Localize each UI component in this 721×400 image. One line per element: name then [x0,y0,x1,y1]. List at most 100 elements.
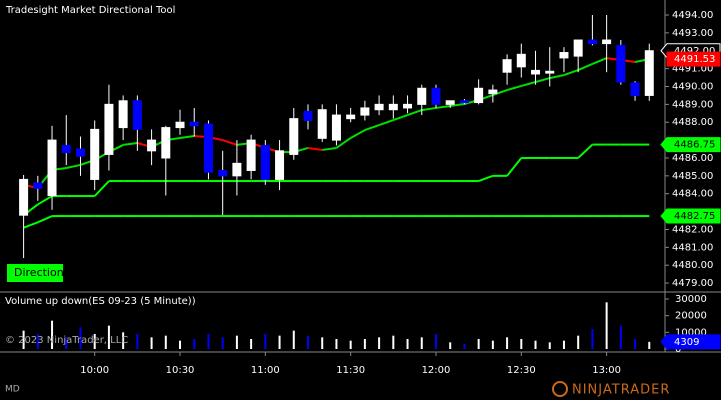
candle-body [346,114,356,120]
candle-body [33,182,43,189]
candle-body [587,39,597,45]
y-tick-label: 4479.00 [672,278,713,289]
indicator-line [549,74,565,80]
candle-body [531,69,541,75]
y-tick-label: 4490.00 [672,81,713,92]
indicator-line [592,57,608,65]
indicator-line [93,180,110,197]
indicator-line [478,174,494,182]
indicator-line [23,221,39,229]
candle-body [573,39,583,57]
indicator-line [563,69,579,76]
y-tick-label: 4494.00 [672,10,713,21]
y-tick-label: 4491.00 [672,64,713,75]
value-box [660,334,721,350]
candle-body [218,169,228,177]
candle-body [644,50,654,96]
x-tick-label: 13:00 [592,365,621,376]
volume-tick-label: 30000 [675,294,707,305]
indicator-line [66,163,81,169]
candle-body [630,82,640,96]
indicator-line [378,119,394,127]
candle-body [403,103,413,109]
x-tick-label: 12:30 [507,365,536,376]
indicator-line [322,146,337,151]
x-tick-label: 11:30 [336,365,365,376]
candle-body [445,100,455,105]
logo: NINJATRADER [572,383,670,398]
candle-body [616,44,626,83]
value-box [660,208,721,224]
indicator-line [222,139,238,146]
indicator-line [392,114,408,122]
candle-body [602,39,612,45]
y-tick-label: 4485.00 [672,171,713,182]
footer: MD [5,385,20,395]
candle-body [275,150,285,180]
value-box [660,137,721,153]
candle-body [232,162,242,177]
indicator-line [435,104,451,109]
candle-body [260,144,270,180]
indicator-line [123,141,138,146]
x-tick-label: 10:30 [166,365,195,376]
candle-body [61,144,71,154]
value-box-label: 4491.53 [674,54,715,65]
indicator-line [335,137,352,149]
indicator-line [577,143,594,159]
copyright: © 2023 NinjaTrader, LLC [5,335,128,346]
indicator-line [521,81,536,87]
indicator-line [407,109,423,117]
candle-body [516,53,526,68]
candle-body [331,114,341,141]
candle-body [488,89,498,95]
y-tick-label: 4480.00 [672,260,713,271]
indicator-line [37,215,53,224]
candle-body [559,52,569,59]
candle-body [47,139,57,197]
candle-body [431,87,441,105]
volume-title: Volume up down(ES 09-23 (5 Minute)) [5,296,196,307]
candle-body [545,70,555,74]
indicator-line [577,63,593,71]
candle-body [360,107,370,116]
indicator-line [37,195,53,206]
candle-body [147,139,157,152]
candle-body [161,127,171,159]
indicator-line [535,77,551,83]
volume-tick-label: 20000 [675,311,707,322]
candle-body [104,103,114,155]
candle-body [317,109,327,139]
direction-label: Direction [14,266,64,279]
candle-body [388,103,398,111]
x-tick-label: 10:00 [80,365,109,376]
candle-body [303,111,313,121]
volume-tick-label: 10000 [675,327,707,338]
candle-body [175,121,185,129]
candle-body [417,87,427,105]
y-tick-label: 4493.00 [672,28,713,39]
candle-body [19,178,29,216]
indicator-line [307,146,323,151]
indicator-line [450,103,465,107]
x-tick-label: 12:00 [422,365,451,376]
candle-body [246,139,256,171]
volume-tick-label: 0 [675,344,681,355]
candle-body [502,59,512,73]
value-box-label: 4309 [674,337,699,348]
y-tick-label: 4484.00 [672,189,713,200]
candle-body [374,103,384,111]
candle-body [118,100,128,129]
y-tick-label: 4481.00 [672,242,713,253]
candle-body [75,148,85,157]
candle-body [189,121,199,127]
indicator-line [179,135,195,139]
candle-body [203,123,213,173]
candle-body [474,87,484,104]
candle-body [459,100,469,104]
y-tick-label: 4489.00 [672,99,713,110]
value-box-label: 4486.75 [674,140,715,151]
y-tick-label: 4488.00 [672,117,713,128]
y-tick-label: 4482.00 [672,224,713,235]
y-tick-label: 4486.00 [672,153,713,164]
